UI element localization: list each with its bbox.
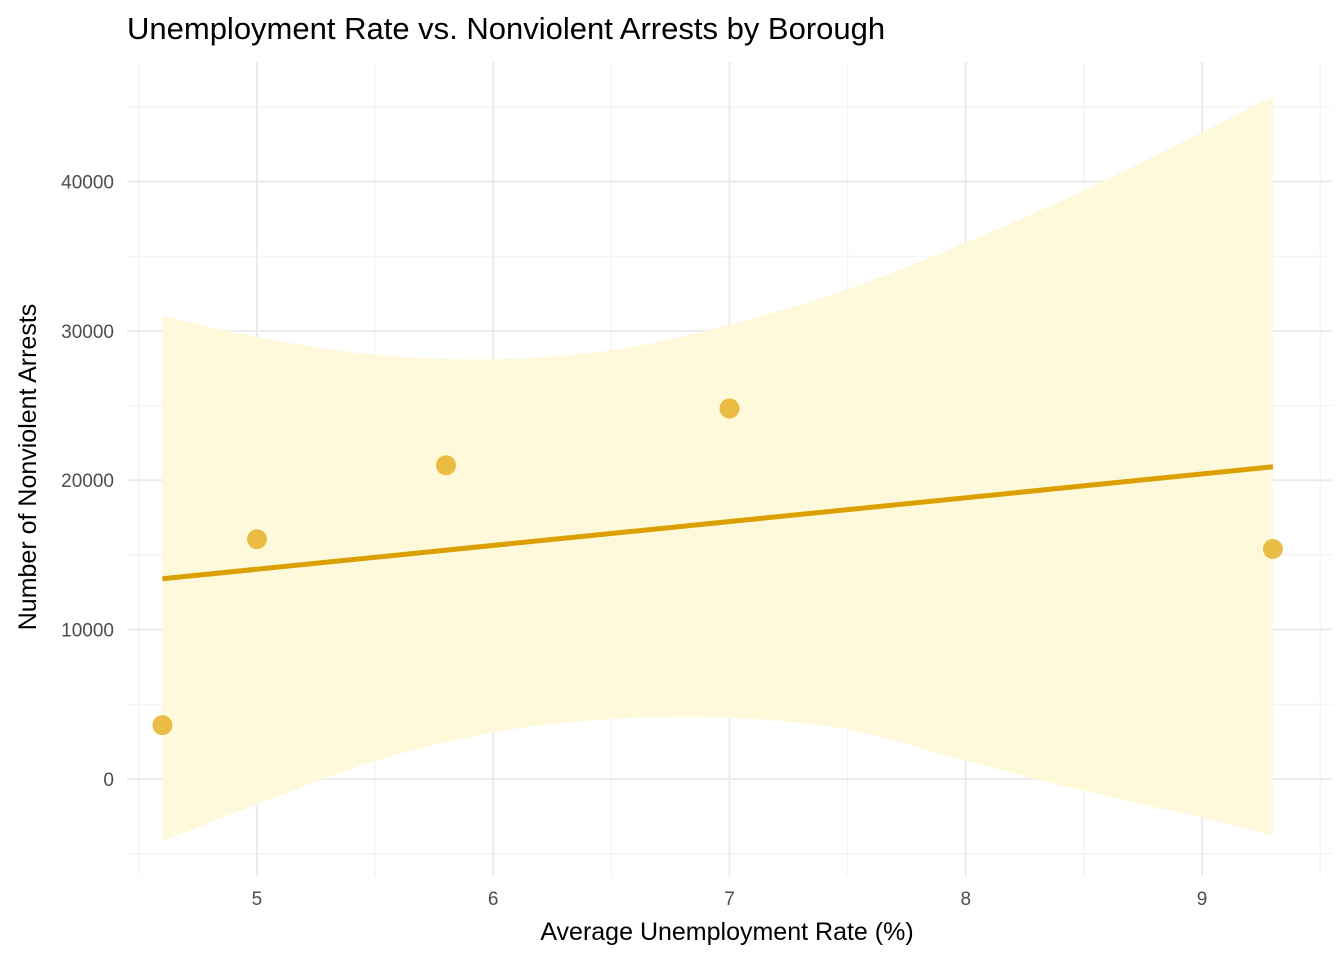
y-tick-label: 20000 [61, 471, 114, 492]
y-axis-title: Number of Nonviolent Arrests [14, 304, 42, 631]
chart-title: Unemployment Rate vs. Nonviolent Arrests… [127, 11, 885, 46]
x-tick-label: 9 [1197, 889, 1208, 910]
x-tick-label: 8 [960, 889, 971, 910]
y-tick-label: 0 [103, 770, 114, 791]
confidence-band-layer [162, 96, 1273, 842]
data-point [719, 398, 740, 419]
data-point [246, 529, 267, 550]
y-tick-label: 10000 [61, 621, 114, 642]
tick-labels-layer: 5 6 7 8 9 0 10000 20000 30000 40000 [61, 172, 1207, 910]
data-point [1262, 538, 1283, 559]
data-point [435, 455, 456, 476]
confidence-band [162, 96, 1273, 842]
x-tick-label: 5 [252, 889, 263, 910]
y-tick-label: 40000 [61, 172, 114, 193]
x-tick-label: 6 [488, 889, 499, 910]
trend-line-layer [162, 464, 1274, 582]
data-points-layer [152, 398, 1283, 736]
trend-line [162, 464, 1274, 582]
x-tick-label: 7 [724, 889, 735, 910]
data-point [152, 715, 173, 736]
y-tick-label: 30000 [61, 322, 114, 343]
x-axis-title: Average Unemployment Rate (%) [540, 918, 913, 946]
